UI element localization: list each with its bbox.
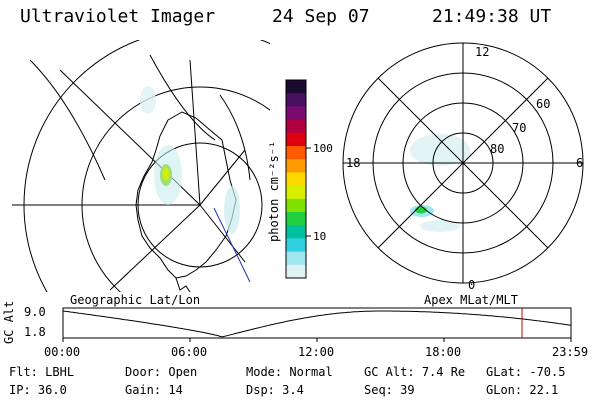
- colorbar-band: [286, 264, 306, 279]
- meridian-line: [199, 204, 246, 263]
- info-ip: IP: 36.0: [9, 383, 67, 397]
- instrument-title: Ultraviolet Imager: [20, 6, 216, 27]
- colorbar-band: [286, 198, 306, 213]
- info-filter: Flt: LBHL: [9, 365, 74, 379]
- longitude-arc: [29, 59, 106, 181]
- altitude-xtick: 12:00: [298, 345, 335, 359]
- colorbar-band: [286, 119, 306, 134]
- info-glon-value: 22.1: [529, 383, 559, 397]
- mlt-label-left: 18: [346, 156, 360, 170]
- aurora-haze: [140, 86, 156, 114]
- satellite-track: [213, 207, 251, 283]
- info-gain-value: 14: [168, 383, 183, 397]
- info-filter-label: Flt:: [9, 365, 38, 379]
- altitude-plot-frame: [62, 307, 572, 339]
- info-gain-label: Gain:: [125, 383, 162, 397]
- time-label: 21:49:38 UT: [432, 6, 552, 27]
- meridian-line: [109, 204, 201, 291]
- info-glon-label: GLon:: [486, 383, 523, 397]
- info-seq-value: 39: [400, 383, 415, 397]
- mlt-diagonal: [377, 77, 549, 249]
- info-dsp-value: 3.4: [282, 383, 304, 397]
- colorbar-tick-label: 100: [313, 142, 333, 155]
- aurora-haze: [410, 134, 470, 166]
- date-label: 24 Sep 07: [272, 6, 370, 27]
- info-filter-value: LBHL: [45, 365, 75, 379]
- info-gain: Gain: 14: [125, 383, 183, 397]
- mlat-label: 70: [512, 121, 526, 135]
- meridian-line: [199, 149, 246, 206]
- colorbar-band: [286, 146, 306, 160]
- info-door-value: Open: [168, 365, 198, 379]
- meridian-line: [189, 59, 201, 206]
- colorbar-band: [286, 132, 306, 147]
- info-dsp: Dsp: 3.4: [246, 383, 304, 397]
- altitude-xtick: 23:59: [552, 345, 589, 359]
- mlat-label: 80: [490, 142, 504, 156]
- colorbar-unit-label: photon cm⁻²s⁻¹: [267, 141, 281, 242]
- info-mode: Mode: Normal: [246, 365, 333, 379]
- aurora-haze: [224, 186, 240, 234]
- altitude-xtick: 06:00: [171, 345, 208, 359]
- mlt-label-bottom: 0: [468, 278, 475, 292]
- mlat-label: 60: [536, 97, 550, 111]
- info-glat-label: GLat:: [486, 365, 523, 379]
- apex-label: Apex MLat/MLT: [424, 293, 518, 307]
- info-glat: GLat: -70.5: [486, 365, 565, 379]
- continent-outline: [135, 111, 237, 279]
- info-mode-value: Normal: [289, 365, 333, 379]
- altitude-ytick: 1.8: [24, 325, 46, 339]
- polar-plot: 12 18 6 0 60 70 80: [342, 42, 584, 292]
- info-ip-value: 36.0: [37, 383, 67, 397]
- info-seq: Seq: 39: [364, 383, 415, 397]
- info-ip-label: IP:: [9, 383, 31, 397]
- info-dsp-label: Dsp:: [246, 383, 275, 397]
- colorbar-band: [286, 251, 306, 266]
- altitude-ytick: 9.0: [24, 305, 46, 319]
- coastline-detail: [175, 277, 191, 292]
- altitude-xtick: 18:00: [425, 345, 462, 359]
- altitude-ylabel: GC Alt: [2, 300, 16, 344]
- info-door: Door: Open: [125, 365, 197, 379]
- altitude-curve: [62, 310, 572, 338]
- colorbar-band: [286, 238, 306, 253]
- colorbar-frame: [285, 79, 307, 279]
- colorbar-tick-label: 10: [313, 230, 326, 243]
- colorbar-band: [286, 93, 306, 107]
- colorbar-band: [286, 106, 306, 121]
- info-gc-alt-label: GC Alt:: [364, 365, 415, 379]
- aurora-core: [163, 168, 169, 180]
- mlt-label-right: 6: [576, 156, 583, 170]
- info-seq-label: Seq:: [364, 383, 393, 397]
- geographic-map: [12, 40, 270, 292]
- colorbar-band: [286, 212, 306, 226]
- aurora-haze: [420, 220, 460, 232]
- geographic-label: Geographic Lat/Lon: [70, 293, 201, 307]
- info-gc-alt: GC Alt: 7.4 Re: [364, 365, 465, 379]
- info-door-label: Door:: [125, 365, 162, 379]
- colorbar-band: [286, 159, 306, 173]
- info-gc-alt-value: 7.4 Re: [421, 365, 466, 379]
- longitude-arc: [149, 54, 216, 141]
- colorbar-band: [286, 225, 306, 239]
- altitude-xtick: 00:00: [44, 345, 81, 359]
- colorbar-band: [286, 172, 306, 187]
- altitude-plot: [62, 307, 572, 342]
- colorbar-band: [286, 80, 306, 94]
- info-glon: GLon: 22.1: [486, 383, 558, 397]
- longitude-arc: [219, 94, 251, 181]
- colorbar-band: [286, 185, 306, 200]
- info-glat-value: -70.5: [529, 365, 566, 379]
- mlt-label-top: 12: [475, 45, 489, 59]
- colorbar: 100 10 photon cm⁻²s⁻¹: [267, 79, 333, 279]
- info-mode-label: Mode:: [246, 365, 283, 379]
